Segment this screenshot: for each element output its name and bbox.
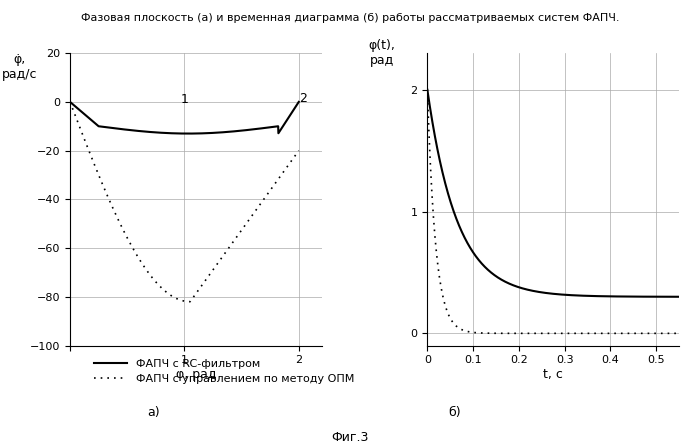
X-axis label: φ, рад: φ, рад [176,368,216,381]
Legend: ФАПЧ с RC-фильтром, ФАПЧ с управлением по методу ОПМ: ФАПЧ с RC-фильтром, ФАПЧ с управлением п… [90,354,359,389]
Text: Фиг.3: Фиг.3 [331,431,369,443]
Text: б): б) [449,406,461,420]
X-axis label: t, с: t, с [543,368,563,381]
Text: Фазовая плоскость (а) и временная диаграмма (б) работы рассматриваемых систем ФА: Фазовая плоскость (а) и временная диагра… [80,13,620,23]
Y-axis label: φ̇,
рад/с: φ̇, рад/с [2,53,37,81]
Y-axis label: φ(t),
рад: φ(t), рад [369,39,396,66]
Text: а): а) [148,406,160,420]
Text: 2: 2 [299,92,307,105]
Text: 1: 1 [181,93,188,105]
